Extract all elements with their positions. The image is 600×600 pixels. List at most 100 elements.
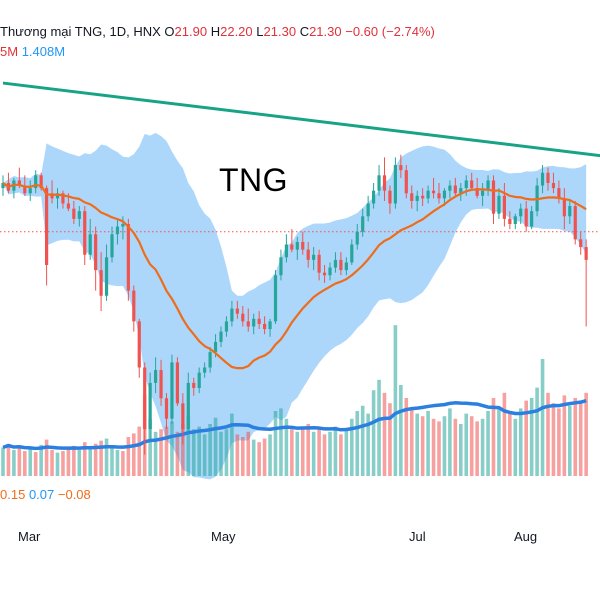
volume-bar xyxy=(339,434,343,476)
volume-bar xyxy=(77,450,82,476)
candle-body xyxy=(551,183,556,189)
volume-bar xyxy=(6,443,11,476)
candle-body xyxy=(361,216,365,232)
candle-body xyxy=(34,175,38,189)
volume-bar xyxy=(235,434,240,476)
candle-body xyxy=(279,257,283,276)
volume-bar xyxy=(377,379,381,476)
candle-body xyxy=(99,270,103,296)
candle-body xyxy=(513,216,517,224)
macd-hist-value: −0.08 xyxy=(57,487,91,502)
volume-bar xyxy=(437,421,441,476)
candle-body xyxy=(322,272,327,276)
volume-bar xyxy=(181,424,185,476)
bollinger-basis-line xyxy=(2,182,587,370)
candle-body xyxy=(268,321,272,330)
volume-bar xyxy=(388,403,392,476)
volume-bar xyxy=(333,426,338,476)
candle-body xyxy=(219,331,223,342)
candle-body xyxy=(72,208,76,219)
chart-title: TNG xyxy=(219,162,289,198)
ohlc-legend: Thương mại TNG, 1D, HNX O21.90 H22.20 L2… xyxy=(0,24,435,39)
candle-body xyxy=(213,341,218,353)
candle-body xyxy=(94,234,98,271)
volume-bar xyxy=(82,442,87,476)
volume-bar xyxy=(99,440,103,476)
volume-bar xyxy=(415,413,419,476)
volume-bar xyxy=(290,429,294,476)
volume-bar xyxy=(257,442,261,476)
volume-bar xyxy=(409,408,414,476)
volume-bar xyxy=(55,452,60,476)
volume-bar xyxy=(153,431,158,476)
volume-bar xyxy=(546,392,550,476)
volume-bar xyxy=(317,429,321,476)
volume-bar xyxy=(480,418,485,476)
candle-body xyxy=(491,180,496,214)
candle-body xyxy=(164,398,169,419)
volume-bar xyxy=(110,447,114,476)
volume-bar xyxy=(186,416,191,476)
candle-body xyxy=(546,172,550,183)
candle-body xyxy=(486,180,490,191)
volume-bar xyxy=(137,426,142,476)
candle-body xyxy=(339,259,343,271)
volume-bar xyxy=(344,429,349,476)
volume-bar xyxy=(306,424,310,476)
candle-body xyxy=(88,234,92,255)
x-tick-label: Aug xyxy=(514,529,538,544)
change-value: −0.60 (−2.74%) xyxy=(345,24,435,39)
candle-body xyxy=(306,249,310,260)
volume-bar xyxy=(464,413,469,476)
close-value: 21.30 xyxy=(309,24,342,39)
candle-body xyxy=(464,180,468,189)
volume-bars xyxy=(1,325,588,476)
candle-body xyxy=(481,190,485,196)
volume-bar xyxy=(568,405,572,476)
open-value: 21.90 xyxy=(174,24,208,39)
candle-body xyxy=(273,275,278,322)
volume-bar xyxy=(371,390,376,476)
volume-bar xyxy=(175,431,180,476)
volume-bar xyxy=(230,413,234,476)
volume-bar xyxy=(540,359,545,476)
indicator-lines xyxy=(2,81,600,370)
candle-body xyxy=(154,370,158,383)
candle-body xyxy=(312,254,316,260)
volume-bar xyxy=(262,438,267,476)
candle-body xyxy=(17,180,21,186)
candle-body xyxy=(350,244,354,263)
candle-body xyxy=(426,190,430,199)
volume-legend: 5M 1.408M xyxy=(0,44,65,59)
volume-bar xyxy=(355,411,360,476)
volume-bar xyxy=(420,416,425,476)
candle-body xyxy=(497,195,501,214)
candle-body xyxy=(421,195,425,199)
volume-bar xyxy=(126,437,131,476)
volume-bar xyxy=(219,431,223,476)
volume-bar xyxy=(50,450,54,476)
volume-value: 5M xyxy=(0,44,19,59)
volume-bar xyxy=(23,451,27,476)
candle-body xyxy=(257,318,261,324)
candle-body xyxy=(263,323,267,330)
volume-bar xyxy=(497,408,501,476)
volume-bar xyxy=(39,444,43,476)
open-label: O xyxy=(164,24,175,39)
high-value: 22.20 xyxy=(220,24,253,39)
macd-signal-value: 0.07 xyxy=(28,487,55,502)
volume-bar xyxy=(159,429,163,476)
interval-label[interactable]: 1D xyxy=(109,24,127,39)
volume-bar xyxy=(448,408,452,476)
volume-bar xyxy=(322,434,327,476)
volume-bar xyxy=(360,405,365,476)
candle-body xyxy=(224,321,229,332)
candle-body xyxy=(377,175,381,191)
volume-bar xyxy=(491,398,496,476)
symbol-name[interactable]: Thương mại TNG xyxy=(0,24,103,39)
candle-body xyxy=(197,372,201,388)
candle-body xyxy=(61,193,65,204)
candle-body xyxy=(66,203,70,209)
candle-body xyxy=(104,257,109,296)
